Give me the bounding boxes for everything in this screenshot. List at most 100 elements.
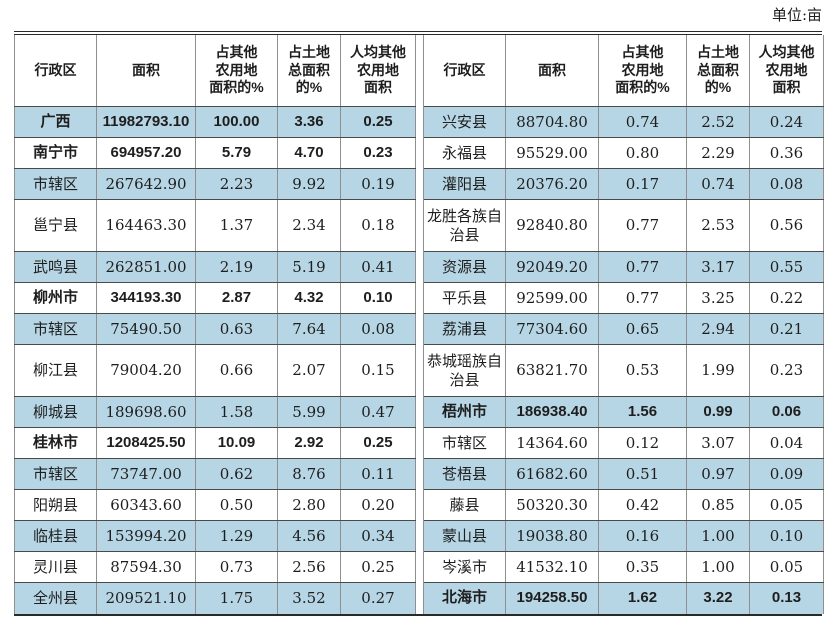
- value-cell: 1.00: [686, 520, 750, 552]
- column-header: 占土地 总面积 的%: [277, 35, 341, 107]
- land-area-table: 行政区 面积 占其他 农用地 面积的% 占土地 总面积 的% 人均其他 农用地 面积 行政…: [14, 35, 824, 614]
- value-cell: 3.22: [686, 582, 750, 614]
- region-cell: 岑溪市: [423, 551, 506, 583]
- value-cell: 50320.30: [505, 489, 599, 521]
- column-header: 行政区: [423, 35, 506, 107]
- table-gutter: [415, 251, 424, 283]
- region-cell: 梧州市: [423, 396, 506, 428]
- table-gutter: [415, 35, 424, 107]
- region-cell: 南宁市: [14, 137, 97, 169]
- value-cell: 100.00: [195, 106, 278, 138]
- region-cell: 兴安县: [423, 106, 506, 138]
- region-cell: 苍梧县: [423, 458, 506, 490]
- table-row: 柳江县 79004.20 0.66 2.07 0.15 恭城瑶族自治县 63821.70 0.…: [14, 344, 824, 397]
- table-row: 灵川县 87594.30 0.73 2.56 0.25 岑溪市 41532.10 0.35 1.…: [14, 551, 824, 583]
- value-cell: 0.63: [195, 313, 278, 345]
- value-cell: 5.79: [195, 137, 278, 169]
- value-cell: 5.19: [277, 251, 341, 283]
- value-cell: 0.62: [195, 458, 278, 490]
- table-row: 南宁市 694957.20 5.79 4.70 0.23 永福县 95529.00 0.80 2…: [14, 137, 824, 169]
- value-cell: 9.92: [277, 168, 341, 200]
- value-cell: 1208425.50: [96, 427, 196, 459]
- region-cell: 荔浦县: [423, 313, 506, 345]
- table-gutter: [415, 396, 424, 428]
- header-row: 行政区 面积 占其他 农用地 面积的% 占土地 总面积 的% 人均其他 农用地 面积 行政…: [14, 35, 824, 107]
- value-cell: 0.35: [598, 551, 687, 583]
- region-cell: 资源县: [423, 251, 506, 283]
- column-header: 占其他 农用地 面积的%: [598, 35, 687, 107]
- region-cell: 平乐县: [423, 282, 506, 314]
- value-cell: 0.34: [340, 520, 416, 552]
- value-cell: 2.87: [195, 282, 278, 314]
- region-cell: 灌阳县: [423, 168, 506, 200]
- value-cell: 164463.30: [96, 199, 196, 252]
- region-cell: 临桂县: [14, 520, 97, 552]
- value-cell: 2.29: [686, 137, 750, 169]
- value-cell: 0.42: [598, 489, 687, 521]
- table-row: 临桂县 153994.20 1.29 4.56 0.34 蒙山县 19038.80 0.16 1…: [14, 520, 824, 552]
- table-gutter: [415, 458, 424, 490]
- value-cell: 0.08: [749, 168, 824, 200]
- table-header: 行政区 面积 占其他 农用地 面积的% 占土地 总面积 的% 人均其他 农用地 面积 行政…: [14, 35, 824, 107]
- value-cell: 0.21: [749, 313, 824, 345]
- value-cell: 0.41: [340, 251, 416, 283]
- value-cell: 0.74: [686, 168, 750, 200]
- value-cell: 0.36: [749, 137, 824, 169]
- value-cell: 1.62: [598, 582, 687, 614]
- table-row: 邕宁县 164463.30 1.37 2.34 0.18 龙胜各族自治县 92840.80 0…: [14, 199, 824, 252]
- value-cell: 11982793.10: [96, 106, 196, 138]
- table-row: 柳城县 189698.60 1.58 5.99 0.47 梧州市 186938.40 1.56…: [14, 396, 824, 428]
- value-cell: 14364.60: [505, 427, 599, 459]
- table-row: 市辖区 75490.50 0.63 7.64 0.08 荔浦县 77304.60 0.65 2.…: [14, 313, 824, 345]
- value-cell: 0.19: [340, 168, 416, 200]
- statistics-table-wrapper: 行政区 面积 占其他 农用地 面积的% 占土地 总面积 的% 人均其他 农用地 面积 行政…: [14, 31, 824, 616]
- column-header: 占土地 总面积 的%: [686, 35, 750, 107]
- value-cell: 73747.00: [96, 458, 196, 490]
- value-cell: 87594.30: [96, 551, 196, 583]
- value-cell: 267642.90: [96, 168, 196, 200]
- region-cell: 全州县: [14, 582, 97, 614]
- value-cell: 92049.20: [505, 251, 599, 283]
- table-gutter: [415, 137, 424, 169]
- value-cell: 95529.00: [505, 137, 599, 169]
- value-cell: 0.73: [195, 551, 278, 583]
- value-cell: 0.23: [340, 137, 416, 169]
- value-cell: 60343.60: [96, 489, 196, 521]
- value-cell: 0.74: [598, 106, 687, 138]
- value-cell: 344193.30: [96, 282, 196, 314]
- value-cell: 0.17: [598, 168, 687, 200]
- value-cell: 1.56: [598, 396, 687, 428]
- value-cell: 694957.20: [96, 137, 196, 169]
- value-cell: 0.97: [686, 458, 750, 490]
- region-cell: 阳朔县: [14, 489, 97, 521]
- value-cell: 186938.40: [505, 396, 599, 428]
- value-cell: 2.53: [686, 199, 750, 252]
- value-cell: 194258.50: [505, 582, 599, 614]
- value-cell: 19038.80: [505, 520, 599, 552]
- region-cell: 北海市: [423, 582, 506, 614]
- table-gutter: [415, 551, 424, 583]
- table-body: 广西 11982793.10 100.00 3.36 0.25 兴安县 88704.80 0.…: [14, 106, 824, 614]
- value-cell: 0.77: [598, 282, 687, 314]
- column-header: 面积: [505, 35, 599, 107]
- value-cell: 0.18: [340, 199, 416, 252]
- table-row: 广西 11982793.10 100.00 3.36 0.25 兴安县 88704.80 0.…: [14, 106, 824, 138]
- value-cell: 0.51: [598, 458, 687, 490]
- value-cell: 0.55: [749, 251, 824, 283]
- value-cell: 0.25: [340, 106, 416, 138]
- value-cell: 0.05: [749, 489, 824, 521]
- value-cell: 4.32: [277, 282, 341, 314]
- value-cell: 0.56: [749, 199, 824, 252]
- region-cell: 市辖区: [423, 427, 506, 459]
- table-row: 武鸣县 262851.00 2.19 5.19 0.41 资源县 92049.20 0.77 3…: [14, 251, 824, 283]
- table-gutter: [415, 313, 424, 345]
- value-cell: 0.80: [598, 137, 687, 169]
- value-cell: 0.77: [598, 251, 687, 283]
- value-cell: 2.80: [277, 489, 341, 521]
- table-gutter: [415, 282, 424, 314]
- value-cell: 0.22: [749, 282, 824, 314]
- value-cell: 0.66: [195, 344, 278, 397]
- column-header: 面积: [96, 35, 196, 107]
- value-cell: 0.20: [340, 489, 416, 521]
- value-cell: 209521.10: [96, 582, 196, 614]
